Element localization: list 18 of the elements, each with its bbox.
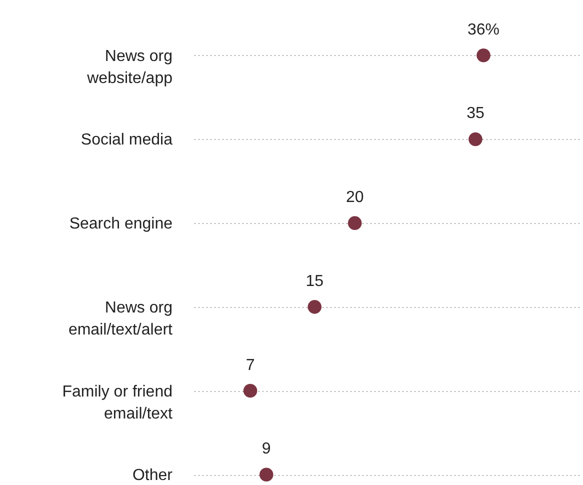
y-tick-label: Search engine (69, 216, 173, 233)
y-tick-label: News org website/app (86, 48, 173, 87)
y-tick-label: Family or friend email/text (62, 383, 174, 422)
data-label: 7 (246, 356, 255, 374)
data-label: 9 (262, 440, 271, 458)
y-tick-label: Other (132, 467, 174, 484)
point (468, 132, 482, 146)
point (476, 48, 490, 62)
data-label: 35 (466, 105, 484, 122)
data-label: 36% (467, 21, 500, 38)
data-label: 20 (346, 189, 364, 206)
point (348, 216, 362, 230)
y-tick-label: Social media (80, 132, 173, 149)
y-tick-label: News org email/text/alert (68, 299, 174, 338)
point (308, 300, 322, 314)
data-label: 15 (306, 272, 324, 290)
point (243, 384, 258, 398)
point (259, 468, 274, 482)
